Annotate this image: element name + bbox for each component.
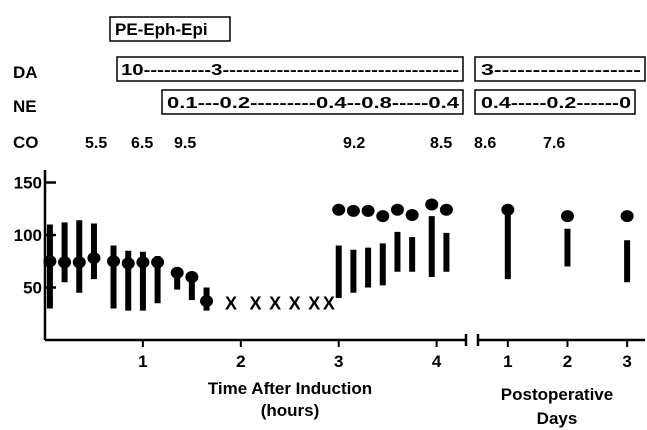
da-postop-text: 3------------------- xyxy=(481,62,641,79)
da-intraop-text: 10----------3---------------------------… xyxy=(121,62,459,79)
chart-ticks: 150 100 50 1 2 3 4 1 2 3 xyxy=(14,174,632,372)
chart-ranges xyxy=(46,209,631,311)
mean-point xyxy=(620,210,634,223)
x-tick-label: 1 xyxy=(138,352,147,371)
row-label-da: DA xyxy=(13,63,38,82)
x-axis-titles: Time After Induction (hours) Postoperativ… xyxy=(208,379,613,428)
unmeasurable-marker: X xyxy=(289,293,301,313)
mean-point xyxy=(107,255,121,268)
drug-box-label: PE-Eph-Epi xyxy=(115,20,208,39)
x-tick-label: 1 xyxy=(503,352,512,371)
ne-intraop-box xyxy=(161,89,464,115)
mean-point xyxy=(170,266,184,279)
co-value: 9.2 xyxy=(343,135,365,152)
unmeasurable-marker: X xyxy=(249,293,261,313)
mean-point xyxy=(136,256,150,269)
x-tick-label: 2 xyxy=(563,352,572,371)
y-tick-label: 100 xyxy=(14,226,42,245)
mean-point xyxy=(346,204,360,217)
unmeasurable-marker: X xyxy=(225,293,237,313)
mean-point xyxy=(560,210,574,223)
y-tick-label: 150 xyxy=(14,174,42,193)
co-value: 8.5 xyxy=(430,135,452,152)
x-axis-label-postop: Postoperative Days xyxy=(501,385,613,428)
mean-point xyxy=(121,257,135,270)
mean-point xyxy=(43,255,57,268)
x-axis-label-intraop: Time After Induction (hours) xyxy=(208,379,372,420)
y-tick-label: 50 xyxy=(23,279,42,298)
ne-postop-text: 0.4-----0.2------0 xyxy=(481,95,631,112)
row-label-co: CO xyxy=(13,133,39,152)
mean-point xyxy=(501,203,515,216)
x-tick-label: 2 xyxy=(236,352,245,371)
mean-point xyxy=(361,204,375,217)
unmeasurable-marker: X xyxy=(323,293,335,313)
ne-postop-box xyxy=(474,89,636,115)
mean-point xyxy=(425,198,439,211)
da-intraop-box xyxy=(116,56,464,82)
co-value: 8.6 xyxy=(474,135,496,152)
mean-point xyxy=(151,256,165,269)
mean-point xyxy=(87,252,101,265)
co-value: 7.6 xyxy=(543,135,565,152)
chart-axes xyxy=(43,170,645,346)
mean-point xyxy=(376,210,390,223)
drug-annotations: PE-Eph-Epi DA 10----------3-------------… xyxy=(13,16,646,152)
drug-box xyxy=(109,16,231,42)
x-tick-label: 4 xyxy=(432,352,442,371)
mean-point xyxy=(58,256,72,269)
co-value: 5.5 xyxy=(85,135,107,152)
mean-point xyxy=(72,256,86,269)
ne-intraop-text: 0.1---0.2---------0.4--0.8-----0.4 xyxy=(167,95,459,112)
unmeasurable-marker: X xyxy=(269,293,281,313)
co-value: 6.5 xyxy=(131,135,153,152)
row-label-ne: NE xyxy=(13,97,37,116)
mean-point xyxy=(200,295,214,308)
unmeasurable-marker: X xyxy=(308,293,320,313)
co-value: 9.5 xyxy=(174,135,196,152)
mean-point xyxy=(439,203,453,216)
mean-point xyxy=(405,209,419,222)
x-tick-label: 3 xyxy=(622,352,631,371)
mean-point xyxy=(185,271,199,283)
x-tick-label: 3 xyxy=(334,352,343,371)
mean-point xyxy=(390,203,404,216)
mean-point xyxy=(332,203,346,216)
da-postop-box xyxy=(474,56,646,82)
